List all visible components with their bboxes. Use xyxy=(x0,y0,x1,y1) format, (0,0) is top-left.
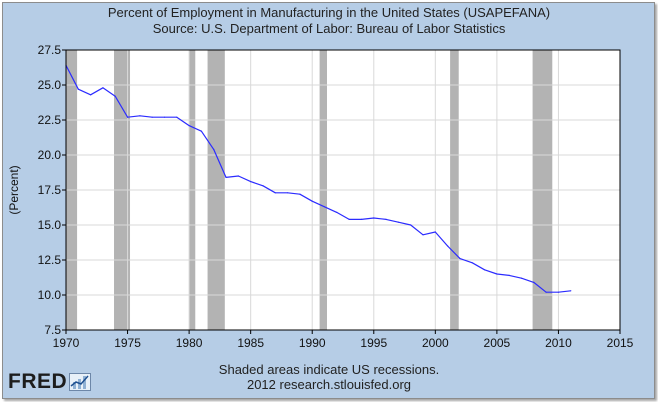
data-point xyxy=(422,234,424,236)
data-point xyxy=(176,116,178,118)
recession-note: Shaded areas indicate US recessions. xyxy=(218,362,440,377)
data-point xyxy=(139,115,141,117)
x-tick-label: 1990 xyxy=(299,336,326,350)
data-point xyxy=(126,116,129,118)
data-point xyxy=(200,130,203,132)
y-tick-label: 10.0 xyxy=(38,288,62,302)
x-tick-label: 1975 xyxy=(114,336,141,350)
data-point xyxy=(508,274,510,276)
data-point xyxy=(299,193,301,195)
data-point xyxy=(262,185,264,187)
y-tick-label: 22.5 xyxy=(38,113,62,127)
data-point xyxy=(163,116,166,118)
data-point xyxy=(459,258,461,260)
data-point xyxy=(250,181,252,183)
data-point xyxy=(336,211,338,213)
data-point xyxy=(114,95,116,97)
data-point xyxy=(360,218,363,220)
data-point xyxy=(533,281,535,283)
data-point xyxy=(274,192,276,194)
x-tick-label: 1970 xyxy=(53,336,80,350)
y-tick-label: 20.0 xyxy=(38,148,62,162)
chart-subtitle: Source: U.S. Department of Labor: Bureau… xyxy=(152,21,506,36)
data-point xyxy=(237,175,239,177)
data-point xyxy=(311,200,313,202)
chart-title: Percent of Employment in Manufacturing i… xyxy=(107,5,551,20)
data-point xyxy=(410,224,412,226)
data-point xyxy=(520,277,523,279)
x-tick-label: 1985 xyxy=(237,336,264,350)
data-point xyxy=(397,221,399,223)
x-tick-label: 1995 xyxy=(360,336,387,350)
data-point xyxy=(188,125,190,127)
y-tick-label: 27.5 xyxy=(38,43,62,57)
data-point xyxy=(496,273,498,275)
data-point xyxy=(471,262,473,264)
fred-logo: FRED xyxy=(8,370,92,394)
data-point xyxy=(348,218,350,220)
y-tick-label: 7.5 xyxy=(44,323,61,337)
x-tick-label: 2010 xyxy=(545,336,572,350)
data-point xyxy=(90,94,92,96)
data-point xyxy=(213,148,215,150)
fred-logo-text: FRED xyxy=(8,370,68,393)
y-tick-label: 15.0 xyxy=(38,218,62,232)
data-point xyxy=(77,88,79,90)
data-point xyxy=(434,231,436,233)
data-point xyxy=(545,291,547,293)
data-point xyxy=(373,217,375,219)
x-tick-label: 2000 xyxy=(422,336,449,350)
data-point xyxy=(151,116,153,118)
x-tick-label: 1980 xyxy=(176,336,203,350)
y-axis-label: (Percent) xyxy=(7,165,21,214)
x-tick-label: 2015 xyxy=(607,336,634,350)
series-line xyxy=(65,65,571,293)
data-point xyxy=(385,218,387,220)
axes: 7.5 10.0 12.5 15.0 17.5 20.0 22.5 25.0 27.5 1970 1… xyxy=(38,43,634,350)
data-point xyxy=(225,176,227,178)
mini-chart-icon xyxy=(69,373,92,391)
data-point xyxy=(447,245,449,247)
data-point xyxy=(483,269,486,271)
data-point xyxy=(570,290,572,292)
x-tick-label: 2005 xyxy=(484,336,511,350)
data-point xyxy=(102,87,104,89)
source-url: 2012 research.stlouisfed.org xyxy=(246,377,412,392)
data-point xyxy=(287,192,289,194)
y-tick-label: 25.0 xyxy=(38,78,62,92)
data-point xyxy=(557,291,560,293)
y-tick-label: 17.5 xyxy=(38,183,62,197)
data-point xyxy=(323,206,326,208)
y-tick-label: 12.5 xyxy=(38,253,62,267)
